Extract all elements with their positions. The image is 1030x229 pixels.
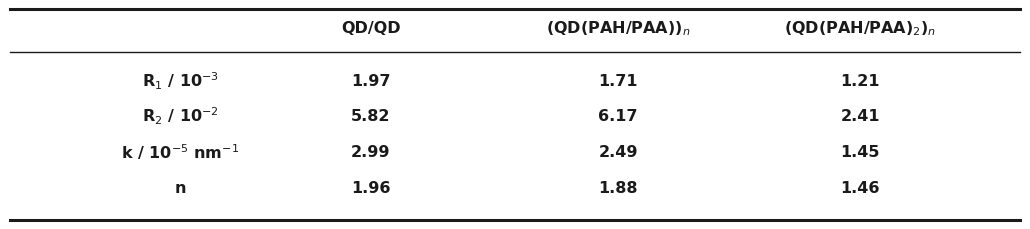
Text: R$_2$ / 10$^{-2}$: R$_2$ / 10$^{-2}$ <box>142 106 218 128</box>
Text: 1.71: 1.71 <box>598 74 638 89</box>
Text: 1.46: 1.46 <box>840 181 880 196</box>
Text: 5.82: 5.82 <box>351 109 390 124</box>
Text: k / 10$^{-5}$ nm$^{-1}$: k / 10$^{-5}$ nm$^{-1}$ <box>122 142 239 162</box>
Text: n: n <box>174 181 186 196</box>
Text: R$_1$ / 10$^{-3}$: R$_1$ / 10$^{-3}$ <box>142 71 218 92</box>
Text: 6.17: 6.17 <box>598 109 638 124</box>
Text: 1.88: 1.88 <box>598 181 638 196</box>
Text: 1.97: 1.97 <box>351 74 390 89</box>
Text: QD/QD: QD/QD <box>341 21 401 36</box>
Text: 2.41: 2.41 <box>840 109 880 124</box>
Text: 1.96: 1.96 <box>351 181 390 196</box>
Text: 1.45: 1.45 <box>840 145 880 160</box>
Text: 2.49: 2.49 <box>598 145 638 160</box>
Text: (QD(PAH/PAA)$_2$)$_n$: (QD(PAH/PAA)$_2$)$_n$ <box>784 19 936 38</box>
Text: (QD(PAH/PAA))$_n$: (QD(PAH/PAA))$_n$ <box>546 19 690 38</box>
Text: 2.99: 2.99 <box>351 145 390 160</box>
Text: 1.21: 1.21 <box>840 74 880 89</box>
